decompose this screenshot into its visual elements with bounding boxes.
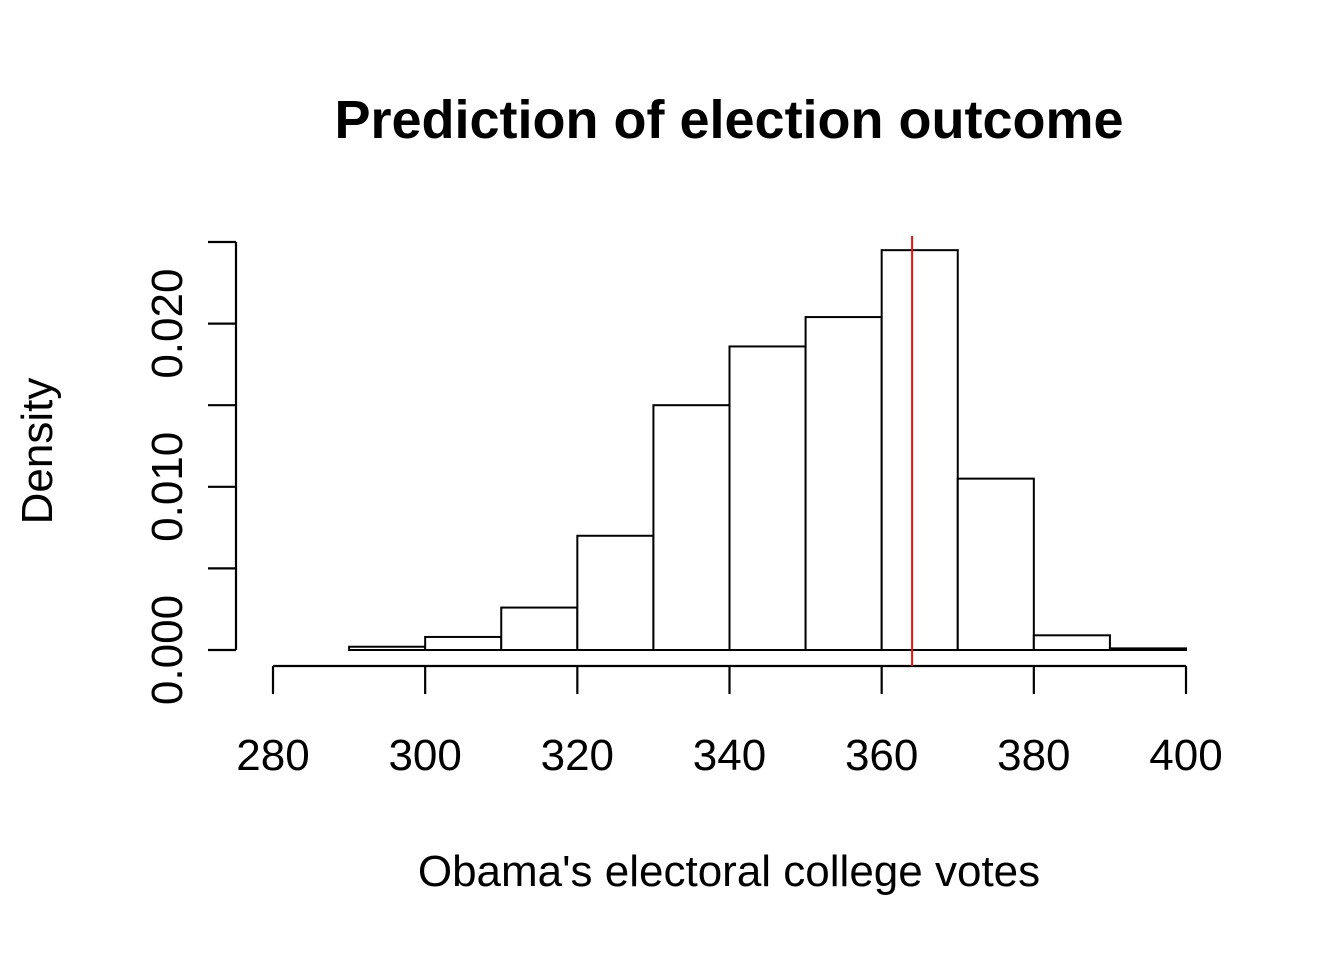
histogram-bar [576, 534, 655, 652]
y-tick-label: 0.010 [143, 432, 192, 542]
histogram-bar [1108, 647, 1187, 651]
bars-layer [348, 249, 1187, 652]
chart-title: Prediction of election outcome [334, 90, 1123, 150]
histogram-bar [424, 635, 503, 651]
x-tick-label: 320 [541, 731, 614, 780]
x-tick-label: 380 [997, 731, 1070, 780]
x-tick-label: 280 [236, 731, 309, 780]
x-tick-label: 340 [693, 731, 766, 780]
x-tick-label: 400 [1149, 731, 1222, 780]
y-axis: 0.000 0.010 0.020 [143, 240, 238, 705]
histogram-bar [652, 404, 731, 652]
x-axis: 280 300 320 340 360 380 400 [236, 664, 1223, 780]
histogram-bar [1032, 634, 1111, 652]
histogram-bar [880, 249, 959, 651]
x-axis-label: Obama's electoral college votes [418, 847, 1040, 896]
x-tick-label: 300 [388, 731, 461, 780]
y-axis-label: Density [13, 378, 62, 525]
histogram-bar [348, 645, 427, 652]
y-tick-label: 0.000 [143, 595, 192, 705]
histogram-bar [500, 606, 579, 651]
histogram-bar [804, 316, 883, 651]
histogram-bar [956, 477, 1035, 652]
histogram-bar [728, 345, 807, 651]
x-tick-label: 360 [845, 731, 918, 780]
y-tick-label: 0.020 [143, 269, 192, 379]
